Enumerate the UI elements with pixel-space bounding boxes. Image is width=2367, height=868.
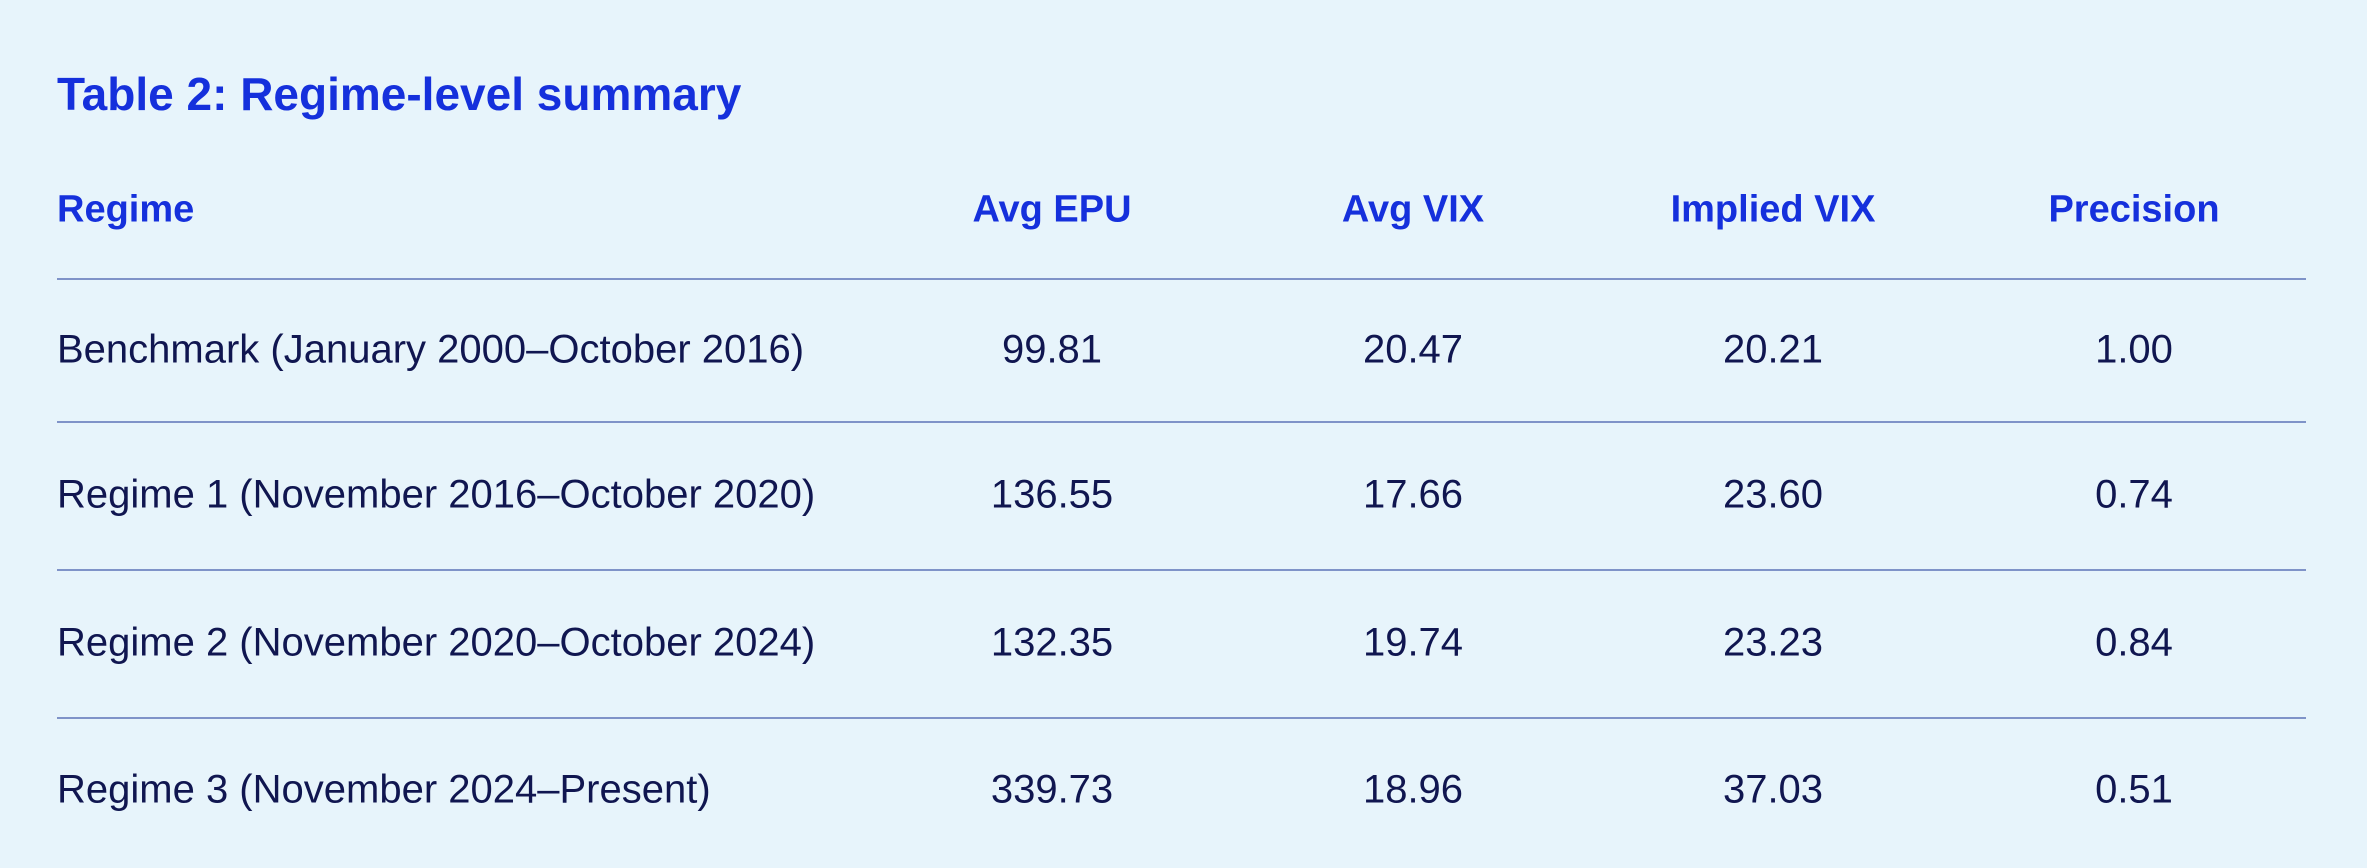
row-divider bbox=[57, 717, 2306, 719]
column-header: Implied VIX bbox=[1670, 188, 1876, 231]
cell-value: 23.23 bbox=[1722, 620, 1824, 665]
cell-value: 37.03 bbox=[1722, 767, 1824, 812]
table-title: Table 2: Regime-level summary bbox=[57, 68, 742, 120]
cell-value: 132.35 bbox=[990, 620, 1114, 665]
cell-value: 99.81 bbox=[1001, 327, 1103, 372]
cell-value: 20.21 bbox=[1722, 327, 1824, 372]
row-divider bbox=[57, 278, 2306, 280]
column-header: Precision bbox=[2048, 188, 2220, 231]
column-header: Avg EPU bbox=[972, 188, 1132, 231]
row-label: Benchmark (January 2000–October 2016) bbox=[57, 327, 805, 372]
cell-value: 17.66 bbox=[1362, 472, 1464, 517]
cell-value: 20.47 bbox=[1362, 327, 1464, 372]
row-divider bbox=[57, 421, 2306, 423]
cell-value: 0.84 bbox=[2095, 620, 2173, 665]
cell-value: 0.74 bbox=[2095, 472, 2173, 517]
cell-value: 1.00 bbox=[2095, 327, 2173, 372]
cell-value: 18.96 bbox=[1362, 767, 1464, 812]
row-label: Regime 1 (November 2016–October 2020) bbox=[57, 472, 816, 517]
row-divider bbox=[57, 569, 2306, 571]
cell-value: 339.73 bbox=[990, 767, 1114, 812]
cell-value: 136.55 bbox=[990, 472, 1114, 517]
column-header: Regime bbox=[57, 188, 195, 231]
cell-value: 19.74 bbox=[1362, 620, 1464, 665]
column-header: Avg VIX bbox=[1341, 188, 1485, 231]
row-label: Regime 3 (November 2024–Present) bbox=[57, 767, 711, 812]
row-label: Regime 2 (November 2020–October 2024) bbox=[57, 620, 816, 665]
cell-value: 0.51 bbox=[2095, 767, 2173, 812]
cell-value: 23.60 bbox=[1722, 472, 1824, 517]
